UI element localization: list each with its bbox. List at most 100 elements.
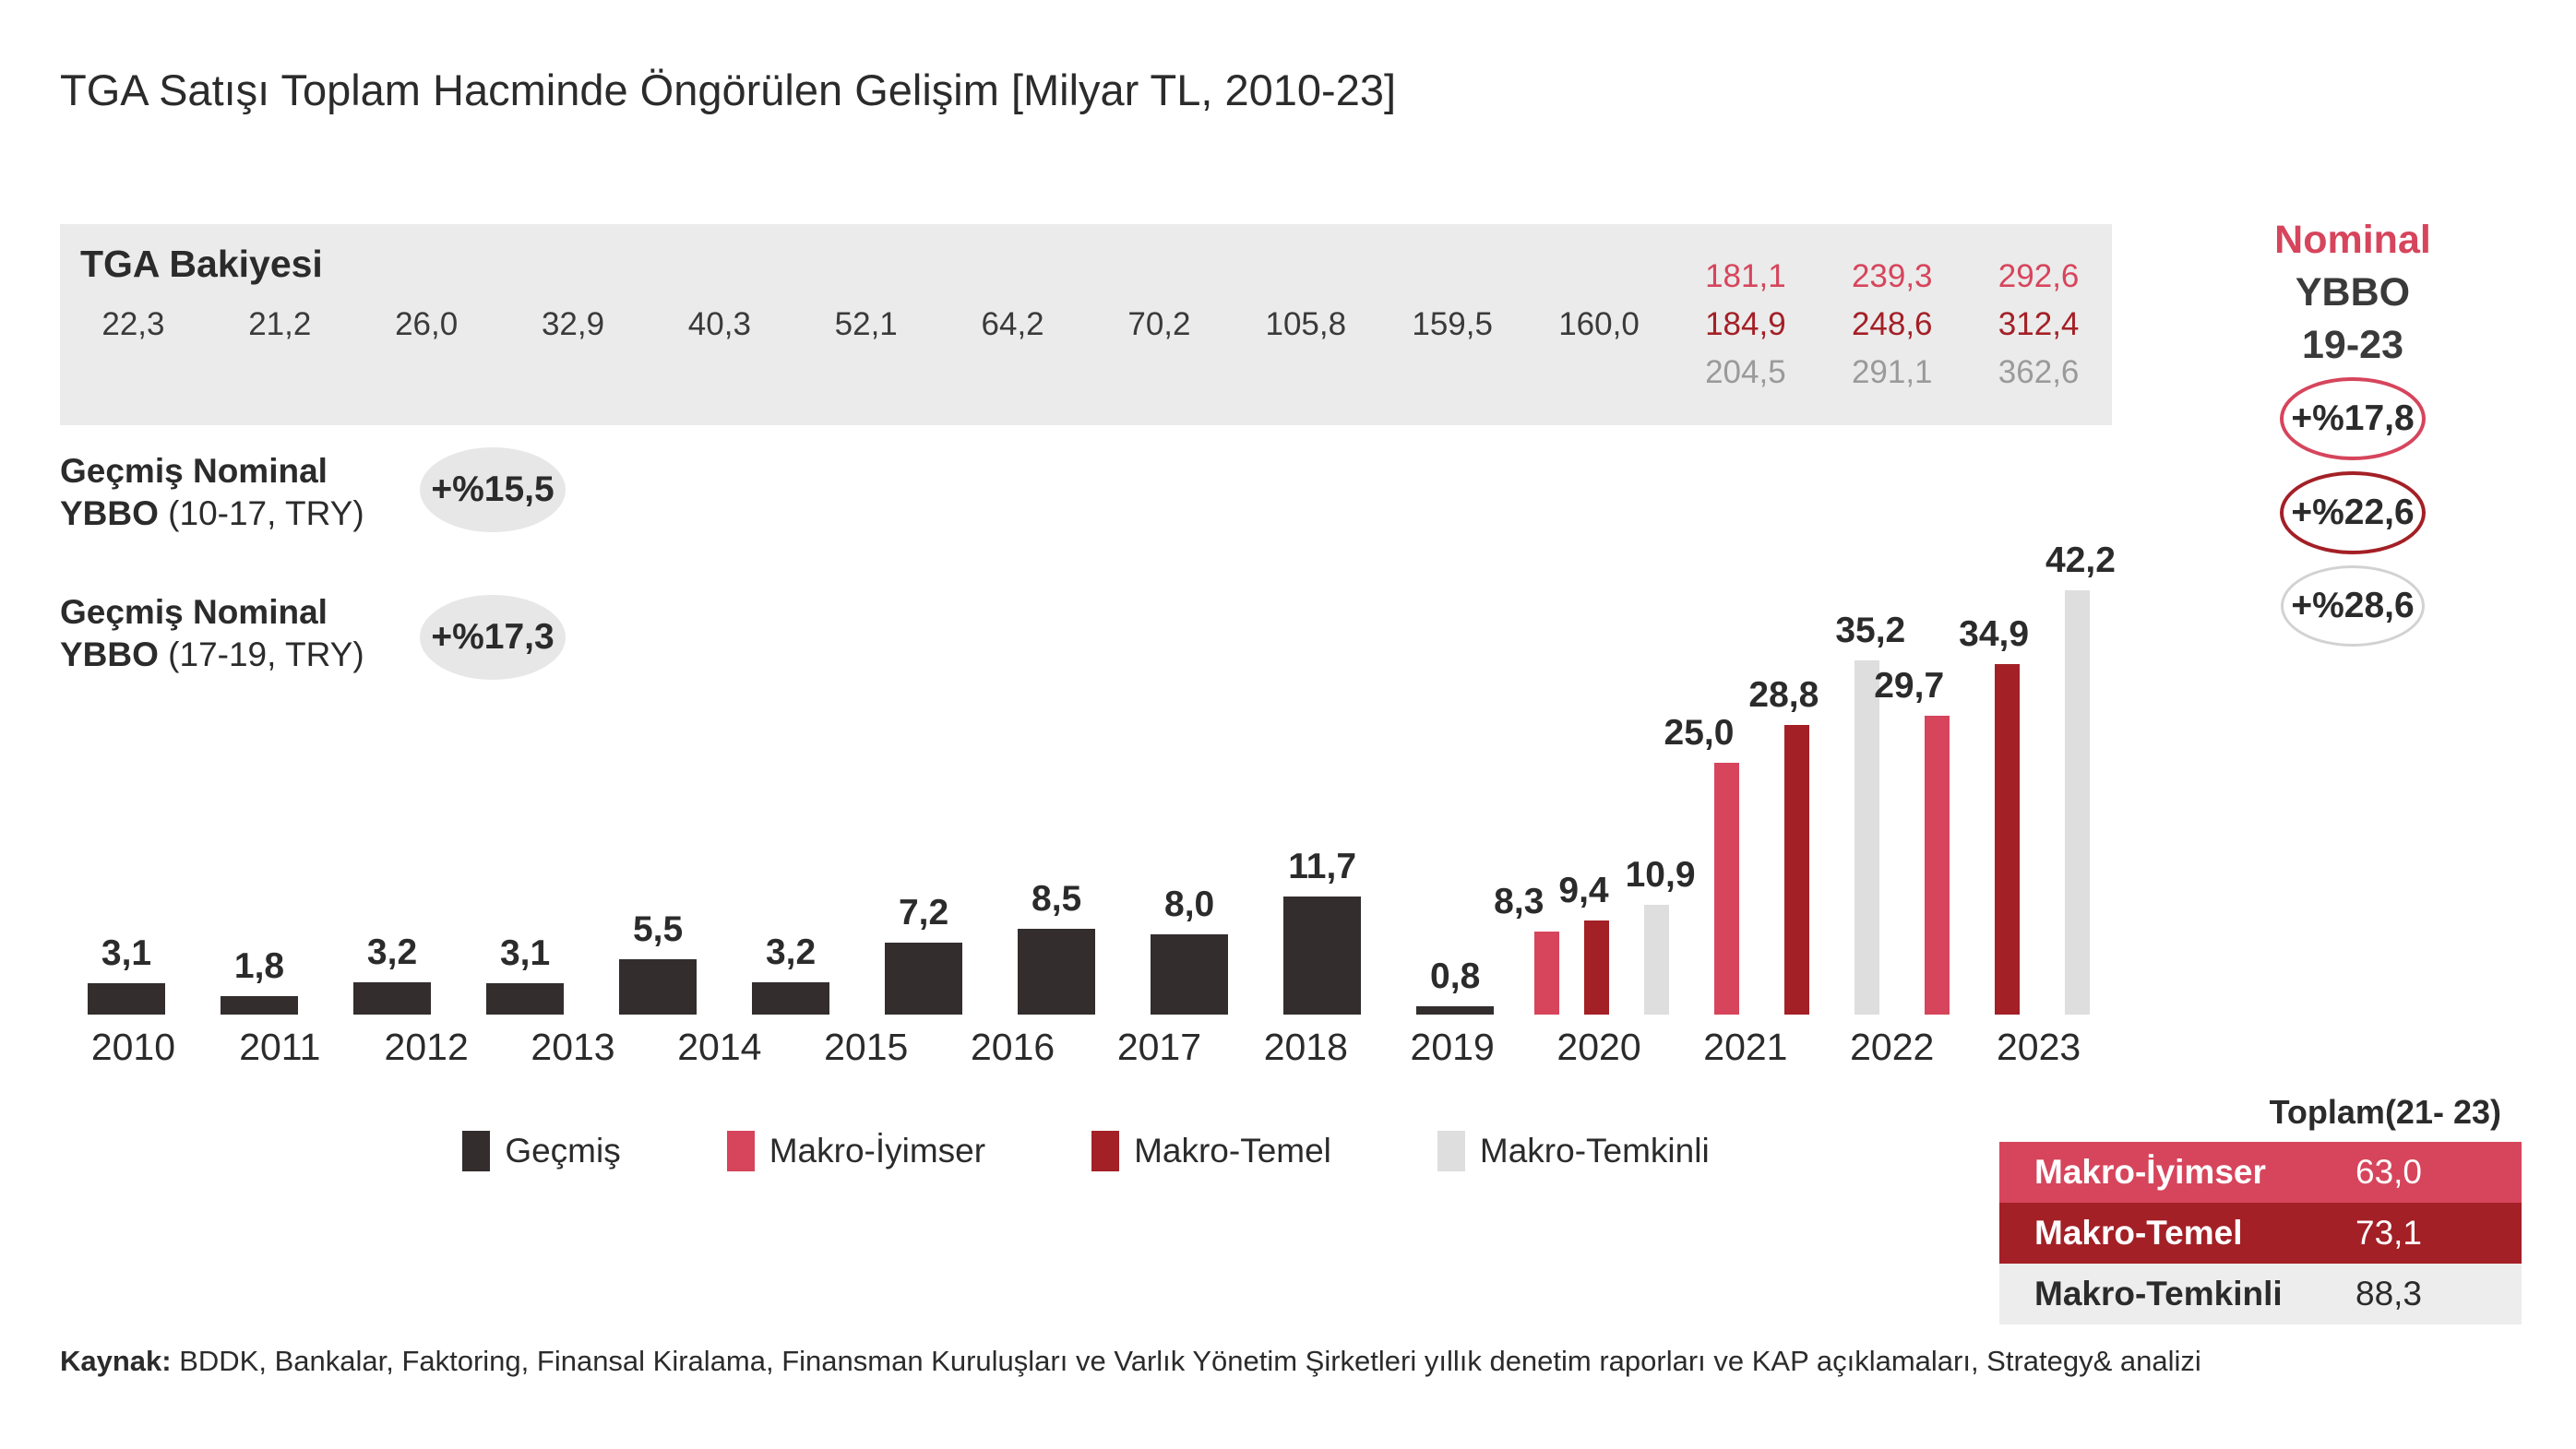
year-label: 2010	[90, 1026, 176, 1068]
bar-pink	[1713, 763, 1739, 1015]
bar-and-label: 7,2	[885, 893, 963, 1015]
bar-group: 25,0 28,8 35,2	[1664, 611, 1906, 1015]
band-value: 160,0	[1558, 306, 1640, 342]
bar-and-label: 29,7	[1874, 666, 1972, 1015]
bar-group: 0,8	[1416, 956, 1495, 1015]
band-column: 52,1	[793, 224, 939, 425]
bar-and-label: 8,3	[1494, 882, 1571, 1015]
bar-and-label: 3,2	[353, 932, 432, 1015]
bar-group: 3,2	[752, 932, 830, 1015]
bar-dark	[1151, 934, 1229, 1015]
cagr-label-line2-rest: (10-17, TRY)	[158, 494, 364, 532]
bar-dark_red	[1584, 920, 1609, 1015]
bar-group: 5,5	[619, 909, 698, 1015]
band-value: 52,1	[834, 306, 898, 342]
bar-pink	[1924, 716, 1950, 1015]
bar-and-label: 9,4	[1558, 871, 1621, 1015]
band-column: 159,5	[1379, 224, 1526, 425]
bar-dark	[486, 983, 565, 1015]
bar-value-label: 29,7	[1874, 666, 1945, 706]
bar-value-label: 3,1	[101, 933, 152, 973]
source-prefix: Kaynak:	[60, 1345, 172, 1377]
nominal-cagr-badge: +%28,6	[2281, 565, 2425, 647]
bar-dark_red	[1994, 664, 2020, 1015]
band-value: 21,2	[248, 306, 312, 342]
chart-column: 25,0 28,8 35,2	[1664, 512, 1906, 1015]
band-title: TGA Bakiyesi	[80, 243, 323, 285]
chart-column: 0,8	[1389, 512, 1521, 1015]
chart-column: 3,1	[60, 512, 193, 1015]
band-value: 26,0	[395, 306, 459, 342]
chart-column: 3,2	[326, 512, 459, 1015]
band-column: 292,6 312,4 362,6	[1965, 224, 2112, 425]
bar-value-label: 3,1	[499, 933, 551, 973]
year-label: 2013	[531, 1026, 615, 1068]
bar-value-label: 3,2	[366, 932, 418, 972]
bar-value-label: 11,7	[1288, 847, 1357, 886]
bar-dark	[221, 996, 299, 1015]
bar-pink	[1533, 932, 1559, 1015]
bar-and-label: 8,5	[1018, 879, 1096, 1015]
bar-and-label: 11,7	[1283, 847, 1362, 1015]
bar-and-label: 10,9	[1622, 855, 1696, 1015]
totals-table-header: Toplam(21- 23)	[2269, 1093, 2501, 1131]
chart-column: 3,2	[724, 512, 857, 1015]
band-value: 70,2	[1127, 306, 1191, 342]
chart-column: 8,3 9,4 10,9	[1494, 512, 1696, 1015]
chart-column: 8,0	[1123, 512, 1256, 1015]
year-label: 2021	[1703, 1026, 1788, 1068]
bar-value-label: 1,8	[233, 946, 285, 986]
band-column: 32,9	[500, 224, 647, 425]
bar-dark	[1283, 897, 1362, 1015]
legend-label: Makro-Temel	[1134, 1132, 1331, 1170]
legend-swatch-dark_red	[1091, 1131, 1120, 1171]
band-value-optimistic: 181,1	[1705, 258, 1786, 294]
nominal-cagr-badges: +%17,8 +%22,6 +%28,6	[2233, 377, 2473, 647]
year-label: 2020	[1556, 1026, 1641, 1068]
totals-table-row: Makro-Temel 73,1	[1999, 1203, 2522, 1264]
legend-item: Makro-Temel	[1091, 1131, 1331, 1171]
bar-value-label: 0,8	[1430, 956, 1481, 996]
chart-column: 8,5	[990, 512, 1123, 1015]
band-value: 159,5	[1412, 306, 1493, 342]
nominal-cagr-subtitle: YBBO	[2295, 270, 2411, 315]
band-column: 22,3	[60, 224, 207, 425]
cagr-label-line2-bold: YBBO	[60, 494, 159, 532]
band-value: 64,2	[981, 306, 1044, 342]
nominal-cagr-panel: Nominal YBBO 19-23 +%17,8 +%22,6 +%28,6	[2233, 212, 2473, 647]
bar-group: 11,7	[1283, 847, 1362, 1015]
bar-and-label: 28,8	[1748, 675, 1831, 1015]
bar-light_gray	[1854, 660, 1879, 1015]
totals-table-row: Makro-İyimser 63,0	[1999, 1142, 2522, 1203]
bar-value-label: 28,8	[1748, 675, 1819, 715]
legend-label: Geçmiş	[505, 1132, 621, 1170]
source-text: BDDK, Bankalar, Faktoring, Finansal Kira…	[171, 1345, 2201, 1377]
cagr-badge-17-19: +%17,3	[420, 595, 566, 680]
bar-value-label: 35,2	[1835, 611, 1906, 650]
band-column: 160,0	[1526, 224, 1673, 425]
chart-column: 29,7 34,9 42,2	[1874, 512, 2116, 1015]
bar-value-label: 5,5	[632, 909, 684, 949]
page-title: TGA Satışı Toplam Hacminde Öngörülen Gel…	[60, 65, 1397, 114]
band-value-base: 184,9	[1705, 306, 1786, 342]
bar-group: 1,8	[221, 946, 299, 1015]
band-column: 21,2	[207, 224, 353, 425]
cagr-label-line2-rest: (17-19, TRY)	[158, 635, 364, 673]
bar-dark	[885, 943, 963, 1015]
year-label: 2014	[677, 1026, 762, 1068]
bar-group: 8,5	[1018, 879, 1096, 1015]
bar-group: 29,7 34,9 42,2	[1874, 540, 2116, 1015]
bar-and-label: 1,8	[221, 946, 299, 1015]
band-value-base: 248,6	[1851, 306, 1933, 342]
legend-label: Makro-Temkinli	[1479, 1132, 1710, 1170]
bar-dark	[619, 959, 698, 1015]
bar-value-label: 25,0	[1664, 713, 1735, 753]
chart-legend: Geçmiş Makro-İyimser Makro-Temel Makro-Temk…	[60, 1131, 2112, 1171]
year-label: 2016	[970, 1026, 1055, 1068]
bar-dark	[353, 982, 432, 1015]
bar-value-label: 8,5	[1032, 879, 1082, 919]
cagr-label-line2-bold: YBBO	[60, 635, 159, 673]
band-value-cautious: 362,6	[1998, 354, 2080, 390]
year-label: 2015	[824, 1026, 909, 1068]
totals-row-value: 63,0	[2355, 1153, 2423, 1191]
